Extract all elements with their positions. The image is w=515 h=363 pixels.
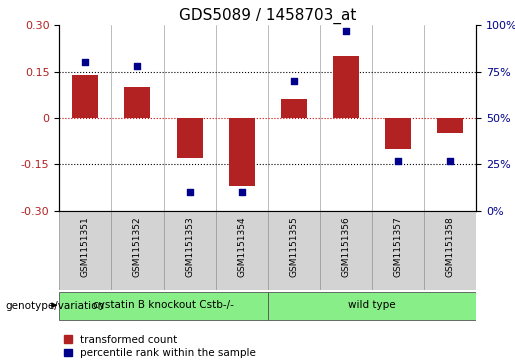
Point (237, 189, 246, 195)
Legend: transformed count, percentile rank within the sample: transformed count, percentile rank withi… (64, 335, 256, 358)
Point (342, 28, 350, 34)
Bar (177, 118, 202, 158)
Point (446, 158, 454, 163)
Bar (59, 211, 111, 290)
Bar (229, 118, 255, 186)
Point (133, 63, 142, 69)
Text: GSM1151352: GSM1151352 (133, 216, 142, 277)
Text: GSM1151356: GSM1151356 (341, 216, 351, 277)
Bar (268, 211, 320, 290)
Text: GSM1151351: GSM1151351 (81, 216, 90, 277)
Point (394, 158, 402, 163)
Text: GSM1151355: GSM1151355 (289, 216, 298, 277)
Point (290, 78, 298, 84)
Text: GSM1151358: GSM1151358 (446, 216, 455, 277)
Text: wild type: wild type (348, 300, 396, 310)
Bar (216, 211, 268, 290)
Text: GSM1151354: GSM1151354 (237, 216, 246, 277)
Bar (281, 99, 307, 118)
Bar (72, 75, 98, 118)
Bar (111, 211, 163, 290)
Point (81, 60, 90, 65)
Bar (424, 211, 476, 290)
Bar (333, 56, 359, 118)
Point (185, 189, 194, 195)
Bar (59, 292, 268, 320)
Text: GSM1151357: GSM1151357 (393, 216, 403, 277)
Bar (268, 292, 476, 320)
Title: GDS5089 / 1458703_at: GDS5089 / 1458703_at (179, 8, 356, 24)
Bar (125, 87, 150, 118)
Bar (437, 118, 464, 134)
Bar (385, 118, 411, 149)
Text: cystatin B knockout Cstb-/-: cystatin B knockout Cstb-/- (93, 300, 234, 310)
Text: genotype/variation: genotype/variation (5, 301, 104, 311)
Bar (320, 211, 372, 290)
Bar (372, 211, 424, 290)
Text: GSM1151353: GSM1151353 (185, 216, 194, 277)
Bar (163, 211, 216, 290)
